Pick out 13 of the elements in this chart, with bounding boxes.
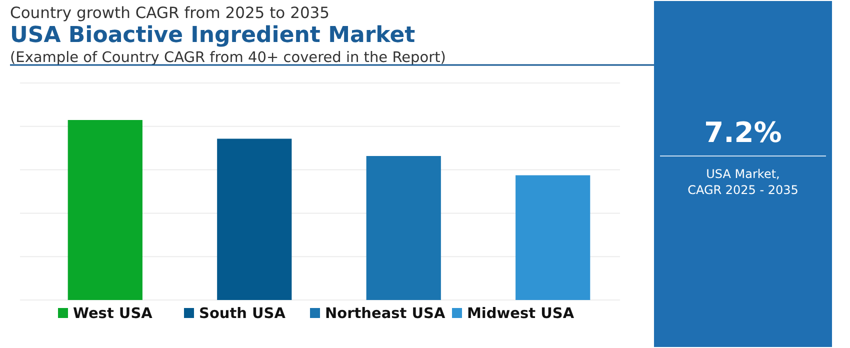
chart-subtitle: (Example of Country CAGR from 40+ covered in the Report) — [10, 50, 446, 66]
text: 7.2% — [704, 116, 782, 149]
bar — [366, 156, 441, 300]
text: Country growth CAGR from 2025 to 2035 — [10, 4, 330, 22]
x-tick-label: Northeast USA — [325, 306, 446, 322]
text: USA Market, CAGR 2025 - 2035 — [688, 167, 798, 197]
x-tick-label: Midwest USA — [467, 306, 575, 322]
bar — [516, 175, 590, 300]
x-tick-label: West USA — [73, 306, 154, 322]
chart-title: USA Bioactive Ingredient Market — [10, 23, 416, 48]
x-tick-label: South USA — [199, 306, 286, 322]
bar — [68, 120, 142, 300]
bar — [217, 138, 292, 300]
